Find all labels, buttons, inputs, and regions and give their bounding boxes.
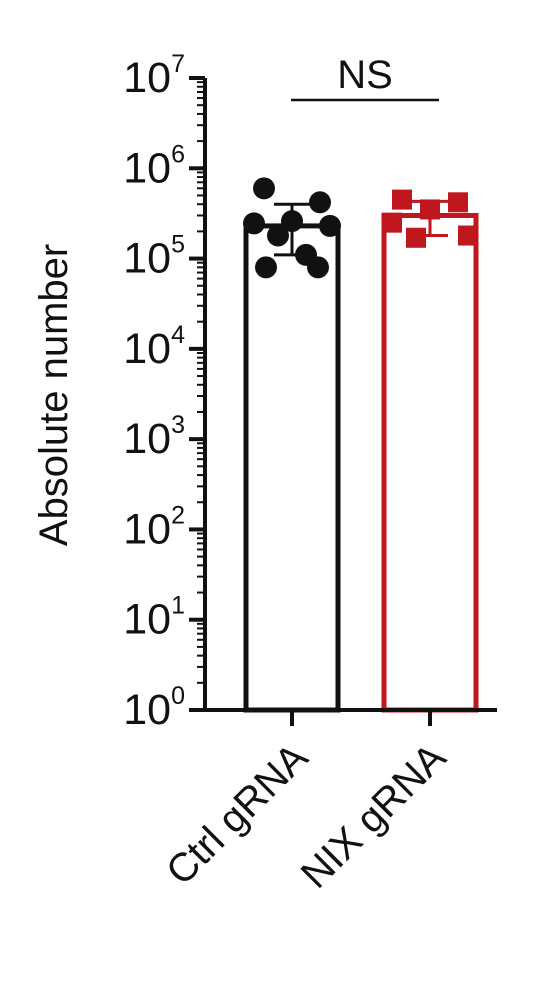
- y-axis-label: Absolute number: [32, 244, 76, 546]
- y-tick-labels: 100 101 102 103 104 105 106 107: [123, 50, 185, 734]
- y-axis: [189, 76, 207, 712]
- data-point: [243, 212, 265, 235]
- y-tick-label: 106: [123, 140, 185, 192]
- data-point: [392, 189, 412, 210]
- category-label: NIX gRNA: [293, 735, 455, 897]
- data-point: [319, 214, 341, 237]
- data-point: [458, 225, 478, 246]
- significance-annotation: NS: [291, 53, 439, 102]
- bars: [243, 177, 479, 713]
- y-tick-label: 107: [123, 50, 185, 102]
- category-label: Ctrl gRNA: [158, 735, 317, 894]
- data-point: [267, 224, 289, 247]
- data-point: [309, 191, 331, 214]
- bar-group: [243, 177, 341, 713]
- y-tick-label: 105: [123, 231, 185, 283]
- data-point: [307, 256, 329, 279]
- data-point: [406, 227, 426, 248]
- data-point: [382, 212, 402, 233]
- data-point: [448, 192, 468, 213]
- y-tick-label: 103: [123, 411, 185, 463]
- y-tick-label: 101: [123, 592, 185, 644]
- bar: [243, 223, 341, 713]
- data-point: [255, 256, 277, 279]
- significance-label: NS: [337, 53, 393, 97]
- y-tick-label: 102: [123, 501, 185, 553]
- bar: [381, 212, 479, 713]
- data-point: [281, 210, 303, 233]
- y-tick-label: 104: [123, 321, 185, 373]
- y-tick-label: 100: [123, 682, 185, 734]
- data-point: [420, 199, 440, 220]
- bar-group: [381, 189, 479, 713]
- data-point: [253, 177, 275, 200]
